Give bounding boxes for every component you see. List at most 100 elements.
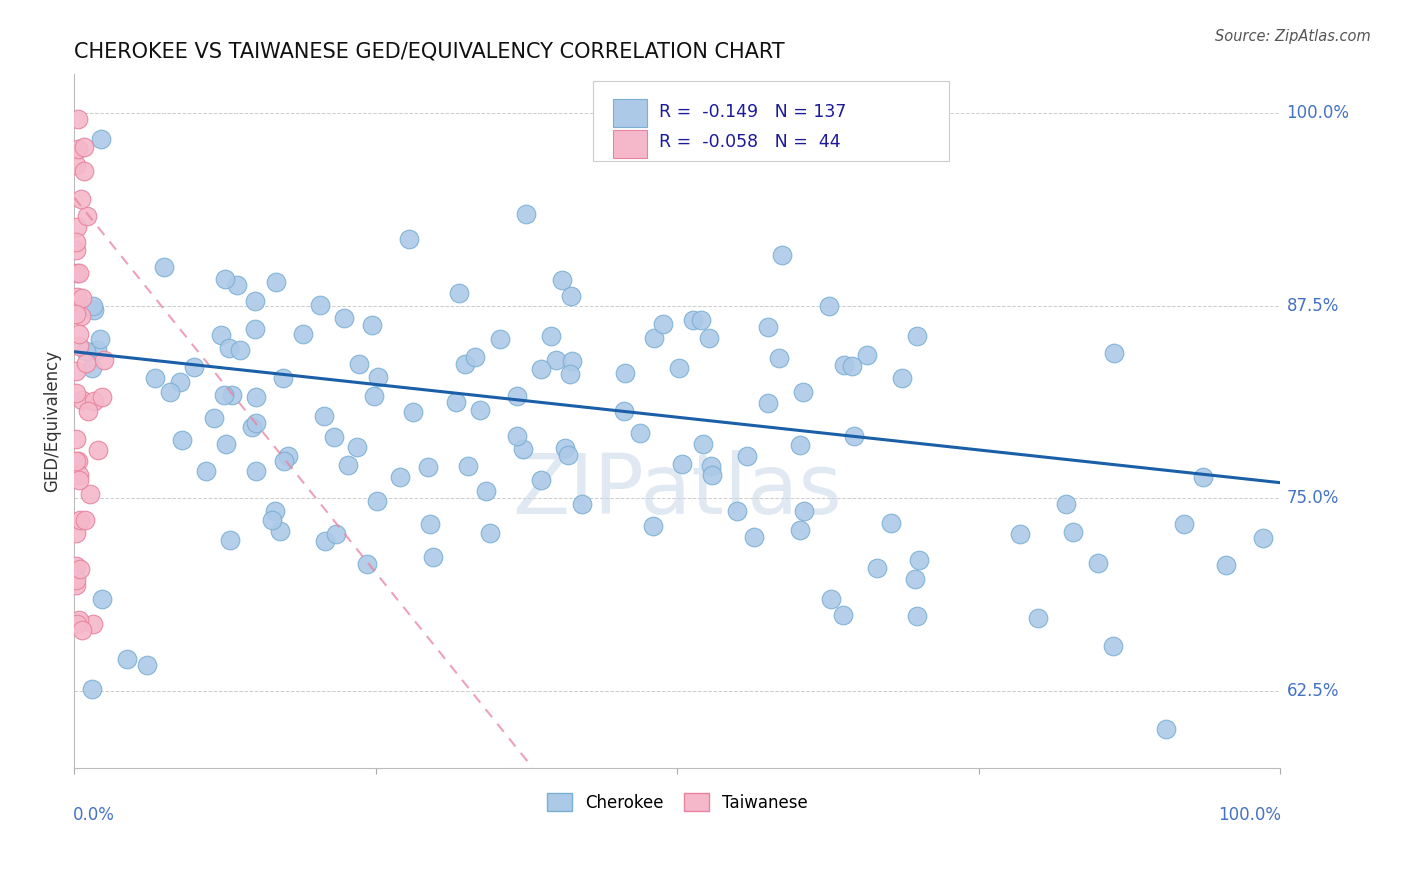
Point <box>90 131 112 145</box>
Point <box>356 558 378 572</box>
Point <box>269 524 291 539</box>
Point <box>333 310 356 325</box>
Point <box>65 235 87 249</box>
Point <box>82 300 104 314</box>
Point <box>266 275 288 289</box>
Point <box>682 313 704 327</box>
Point <box>1173 516 1195 531</box>
Text: 87.5%: 87.5% <box>1286 296 1339 315</box>
Point <box>195 464 218 478</box>
Point <box>240 420 263 434</box>
Point <box>905 609 928 624</box>
Text: 75.0%: 75.0% <box>1286 489 1339 507</box>
Point <box>264 503 287 517</box>
Point <box>346 440 368 454</box>
Point <box>337 458 360 473</box>
Point <box>1010 527 1032 541</box>
Point <box>866 561 889 575</box>
Point <box>67 473 90 487</box>
Point <box>75 356 97 370</box>
Text: 100.0%: 100.0% <box>1219 805 1282 824</box>
Point <box>558 367 581 381</box>
Point <box>65 158 87 172</box>
Text: 100.0%: 100.0% <box>1286 104 1350 122</box>
Point <box>908 553 931 567</box>
Text: R =  -0.058   N =  44: R = -0.058 N = 44 <box>659 134 841 152</box>
Text: CHEROKEE VS TAIWANESE GED/EQUIVALENCY CORRELATION CHART: CHEROKEE VS TAIWANESE GED/EQUIVALENCY CO… <box>75 42 785 62</box>
Point <box>66 112 89 126</box>
Point <box>169 375 191 389</box>
Point <box>159 384 181 399</box>
Point <box>880 516 903 530</box>
Point <box>468 402 491 417</box>
Point <box>770 248 793 262</box>
Point <box>65 578 87 592</box>
Point <box>214 271 236 285</box>
Point <box>70 192 93 206</box>
Point <box>671 457 693 471</box>
Point <box>70 392 93 407</box>
Point <box>65 364 87 378</box>
Point <box>1215 558 1237 573</box>
Point <box>325 527 347 541</box>
Point <box>367 370 389 384</box>
Point <box>69 562 91 576</box>
Point <box>561 354 583 368</box>
Point <box>312 409 335 424</box>
Point <box>80 681 103 696</box>
Point <box>419 517 441 532</box>
Point <box>360 318 382 332</box>
Point <box>215 436 238 450</box>
Point <box>314 534 336 549</box>
Point <box>65 454 87 468</box>
Point <box>77 403 100 417</box>
Text: 62.5%: 62.5% <box>1286 681 1339 699</box>
Point <box>67 327 90 342</box>
Point <box>643 331 665 345</box>
Point <box>245 390 267 404</box>
Point <box>652 317 675 331</box>
Point <box>243 294 266 309</box>
Point <box>93 353 115 368</box>
Point <box>83 302 105 317</box>
Point <box>464 351 486 365</box>
Point <box>209 327 232 342</box>
Point <box>277 449 299 463</box>
Point <box>841 359 863 374</box>
Point <box>292 327 315 342</box>
Point <box>398 232 420 246</box>
Point <box>789 523 811 537</box>
Point <box>1154 722 1177 736</box>
Point <box>1192 469 1215 483</box>
Point <box>700 468 723 483</box>
Point <box>221 388 243 402</box>
Point <box>273 453 295 467</box>
Point <box>512 442 534 456</box>
Point <box>1251 532 1274 546</box>
Point <box>91 390 114 404</box>
Point <box>65 617 87 632</box>
Point <box>890 371 912 385</box>
Text: ZIPatlas: ZIPatlas <box>512 450 842 531</box>
Point <box>80 360 103 375</box>
Point <box>363 389 385 403</box>
Point <box>67 339 90 353</box>
Point <box>79 487 101 501</box>
Text: 0.0%: 0.0% <box>73 805 115 824</box>
Point <box>904 572 927 586</box>
Point <box>66 454 89 468</box>
Point <box>67 266 90 280</box>
Point <box>67 614 90 628</box>
Point <box>218 341 240 355</box>
Point <box>479 525 502 540</box>
Point <box>792 385 814 400</box>
Point <box>668 361 690 376</box>
Point <box>832 607 855 622</box>
Point <box>1062 525 1084 540</box>
Point <box>641 519 664 533</box>
Point <box>309 298 332 312</box>
Point <box>245 417 267 431</box>
Point <box>136 657 159 672</box>
Point <box>768 351 790 366</box>
Point <box>447 285 470 300</box>
